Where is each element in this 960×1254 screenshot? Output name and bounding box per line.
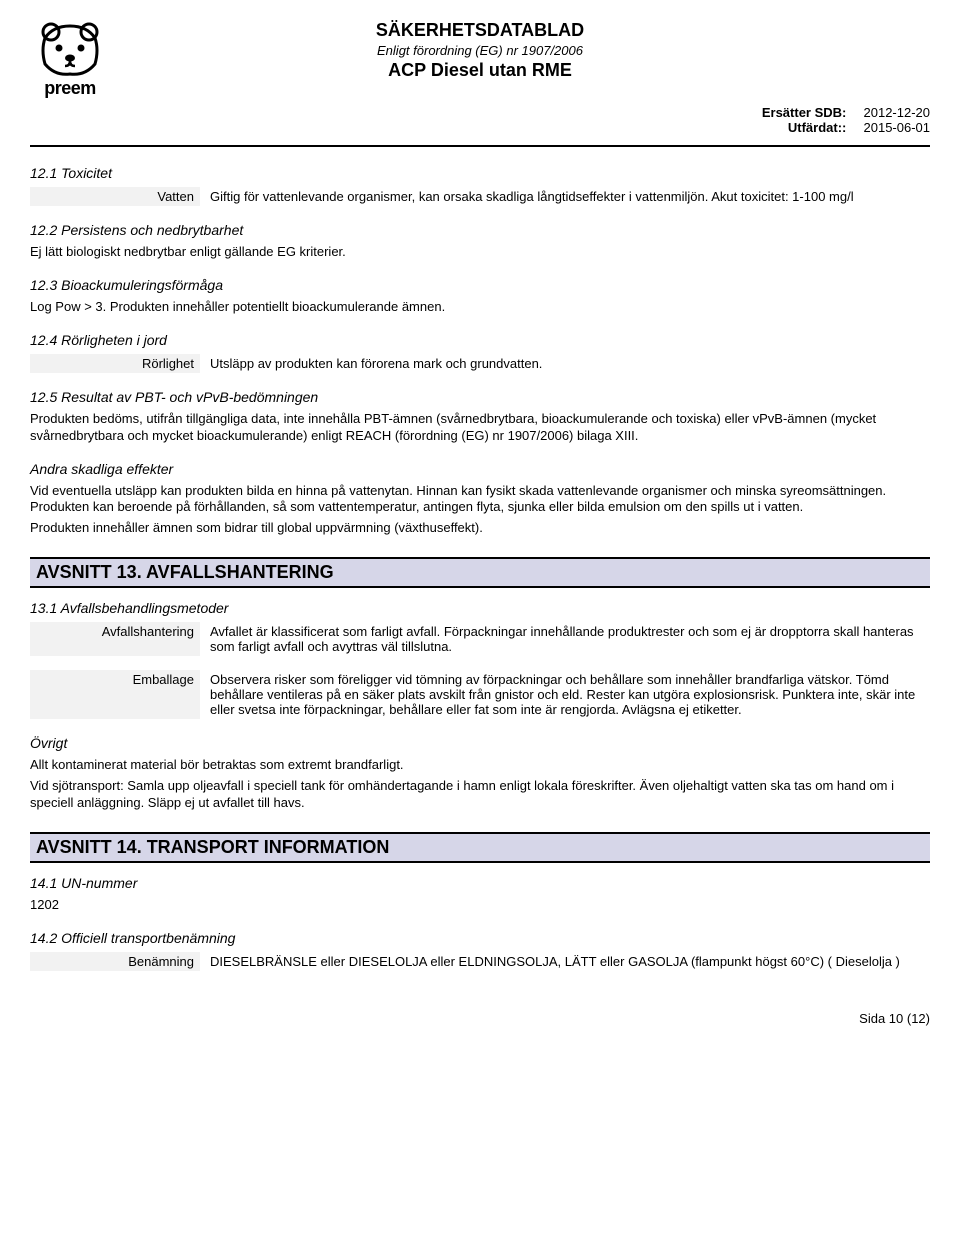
heading-12-5: 12.5 Resultat av PBT- och vPvB-bedömning… [30, 389, 930, 405]
row-emballage: Emballage Observera risker som föreligge… [30, 670, 930, 719]
page-header: preem SÄKERHETSDATABLAD Enligt förordnin… [30, 20, 930, 147]
heading-14-2: 14.2 Officiell transportbenämning [30, 930, 930, 946]
logo-label: preem [30, 78, 110, 99]
heading-13-1: 13.1 Avfallsbehandlingsmetoder [30, 600, 930, 616]
row-rorlighet: Rörlighet Utsläpp av produkten kan föror… [30, 354, 930, 373]
value-benamning: DIESELBRÄNSLE eller DIESELOLJA eller ELD… [206, 952, 930, 971]
heading-ovrigt: Övrigt [30, 735, 930, 751]
label-emballage: Emballage [30, 670, 200, 719]
value-rorlighet: Utsläpp av produkten kan förorena mark o… [206, 354, 930, 373]
issued-label: Utfärdat:: [746, 120, 846, 135]
section-bar-14: AVSNITT 14. TRANSPORT INFORMATION [30, 832, 930, 863]
label-benamning: Benämning [30, 952, 200, 971]
row-avfallshantering: Avfallshantering Avfallet är klassificer… [30, 622, 930, 656]
section-12-2: 12.2 Persistens och nedbrytbarhet Ej lät… [30, 222, 930, 261]
value-vatten: Giftig för vattenlevande organismer, kan… [206, 187, 930, 206]
header-titles: SÄKERHETSDATABLAD Enligt förordning (EG)… [30, 20, 930, 81]
section-12-5: 12.5 Resultat av PBT- och vPvB-bedömning… [30, 389, 930, 445]
text-12-3: Log Pow > 3. Produkten innehåller potent… [30, 299, 930, 316]
text-12-5: Produkten bedöms, utifrån tillgängliga d… [30, 411, 930, 445]
section-13-1: 13.1 Avfallsbehandlingsmetoder Avfallsha… [30, 600, 930, 719]
product-name: ACP Diesel utan RME [30, 60, 930, 81]
section-14-1: 14.1 UN-nummer 1202 [30, 875, 930, 914]
text-other-1: Vid eventuella utsläpp kan produkten bil… [30, 483, 930, 517]
text-ovrigt-2: Vid sjötransport: Samla upp oljeavfall i… [30, 778, 930, 812]
heading-other-effects: Andra skadliga effekter [30, 461, 930, 477]
value-avfallshantering: Avfallet är klassificerat som farligt av… [206, 622, 930, 656]
section-12-3: 12.3 Bioackumuleringsförmåga Log Pow > 3… [30, 277, 930, 316]
label-avfallshantering: Avfallshantering [30, 622, 200, 656]
replaces-value: 2012-12-20 [850, 105, 930, 120]
value-emballage: Observera risker som föreligger vid tömn… [206, 670, 930, 719]
un-number: 1202 [30, 897, 930, 914]
row-benamning: Benämning DIESELBRÄNSLE eller DIESELOLJA… [30, 952, 930, 971]
preem-bear-icon [37, 20, 103, 76]
section-other-effects: Andra skadliga effekter Vid eventuella u… [30, 461, 930, 538]
section-14-2: 14.2 Officiell transportbenämning Benämn… [30, 930, 930, 971]
heading-12-2: 12.2 Persistens och nedbrytbarhet [30, 222, 930, 238]
text-12-2: Ej lätt biologiskt nedbrytbar enligt gäl… [30, 244, 930, 261]
section-12-4: 12.4 Rörligheten i jord Rörlighet Utsläp… [30, 332, 930, 373]
section-12-1: 12.1 Toxicitet Vatten Giftig för vattenl… [30, 165, 930, 206]
doc-subtitle: Enligt förordning (EG) nr 1907/2006 [30, 43, 930, 58]
label-vatten: Vatten [30, 187, 200, 206]
section-bar-13: AVSNITT 13. AVFALLSHANTERING [30, 557, 930, 588]
issued-value: 2015-06-01 [850, 120, 930, 135]
page-footer: Sida 10 (12) [30, 1011, 930, 1026]
replaces-label: Ersätter SDB: [746, 105, 846, 120]
section-13-other: Övrigt Allt kontaminerat material bör be… [30, 735, 930, 812]
header-meta: Ersätter SDB: 2012-12-20 Utfärdat:: 2015… [30, 105, 930, 135]
heading-14-1: 14.1 UN-nummer [30, 875, 930, 891]
heading-12-1: 12.1 Toxicitet [30, 165, 930, 181]
text-other-2: Produkten innehåller ämnen som bidrar ti… [30, 520, 930, 537]
heading-12-4: 12.4 Rörligheten i jord [30, 332, 930, 348]
text-ovrigt-1: Allt kontaminerat material bör betraktas… [30, 757, 930, 774]
row-vatten: Vatten Giftig för vattenlevande organism… [30, 187, 930, 206]
label-rorlighet: Rörlighet [30, 354, 200, 373]
doc-title: SÄKERHETSDATABLAD [30, 20, 930, 41]
heading-12-3: 12.3 Bioackumuleringsförmåga [30, 277, 930, 293]
logo-block: preem [30, 20, 110, 99]
